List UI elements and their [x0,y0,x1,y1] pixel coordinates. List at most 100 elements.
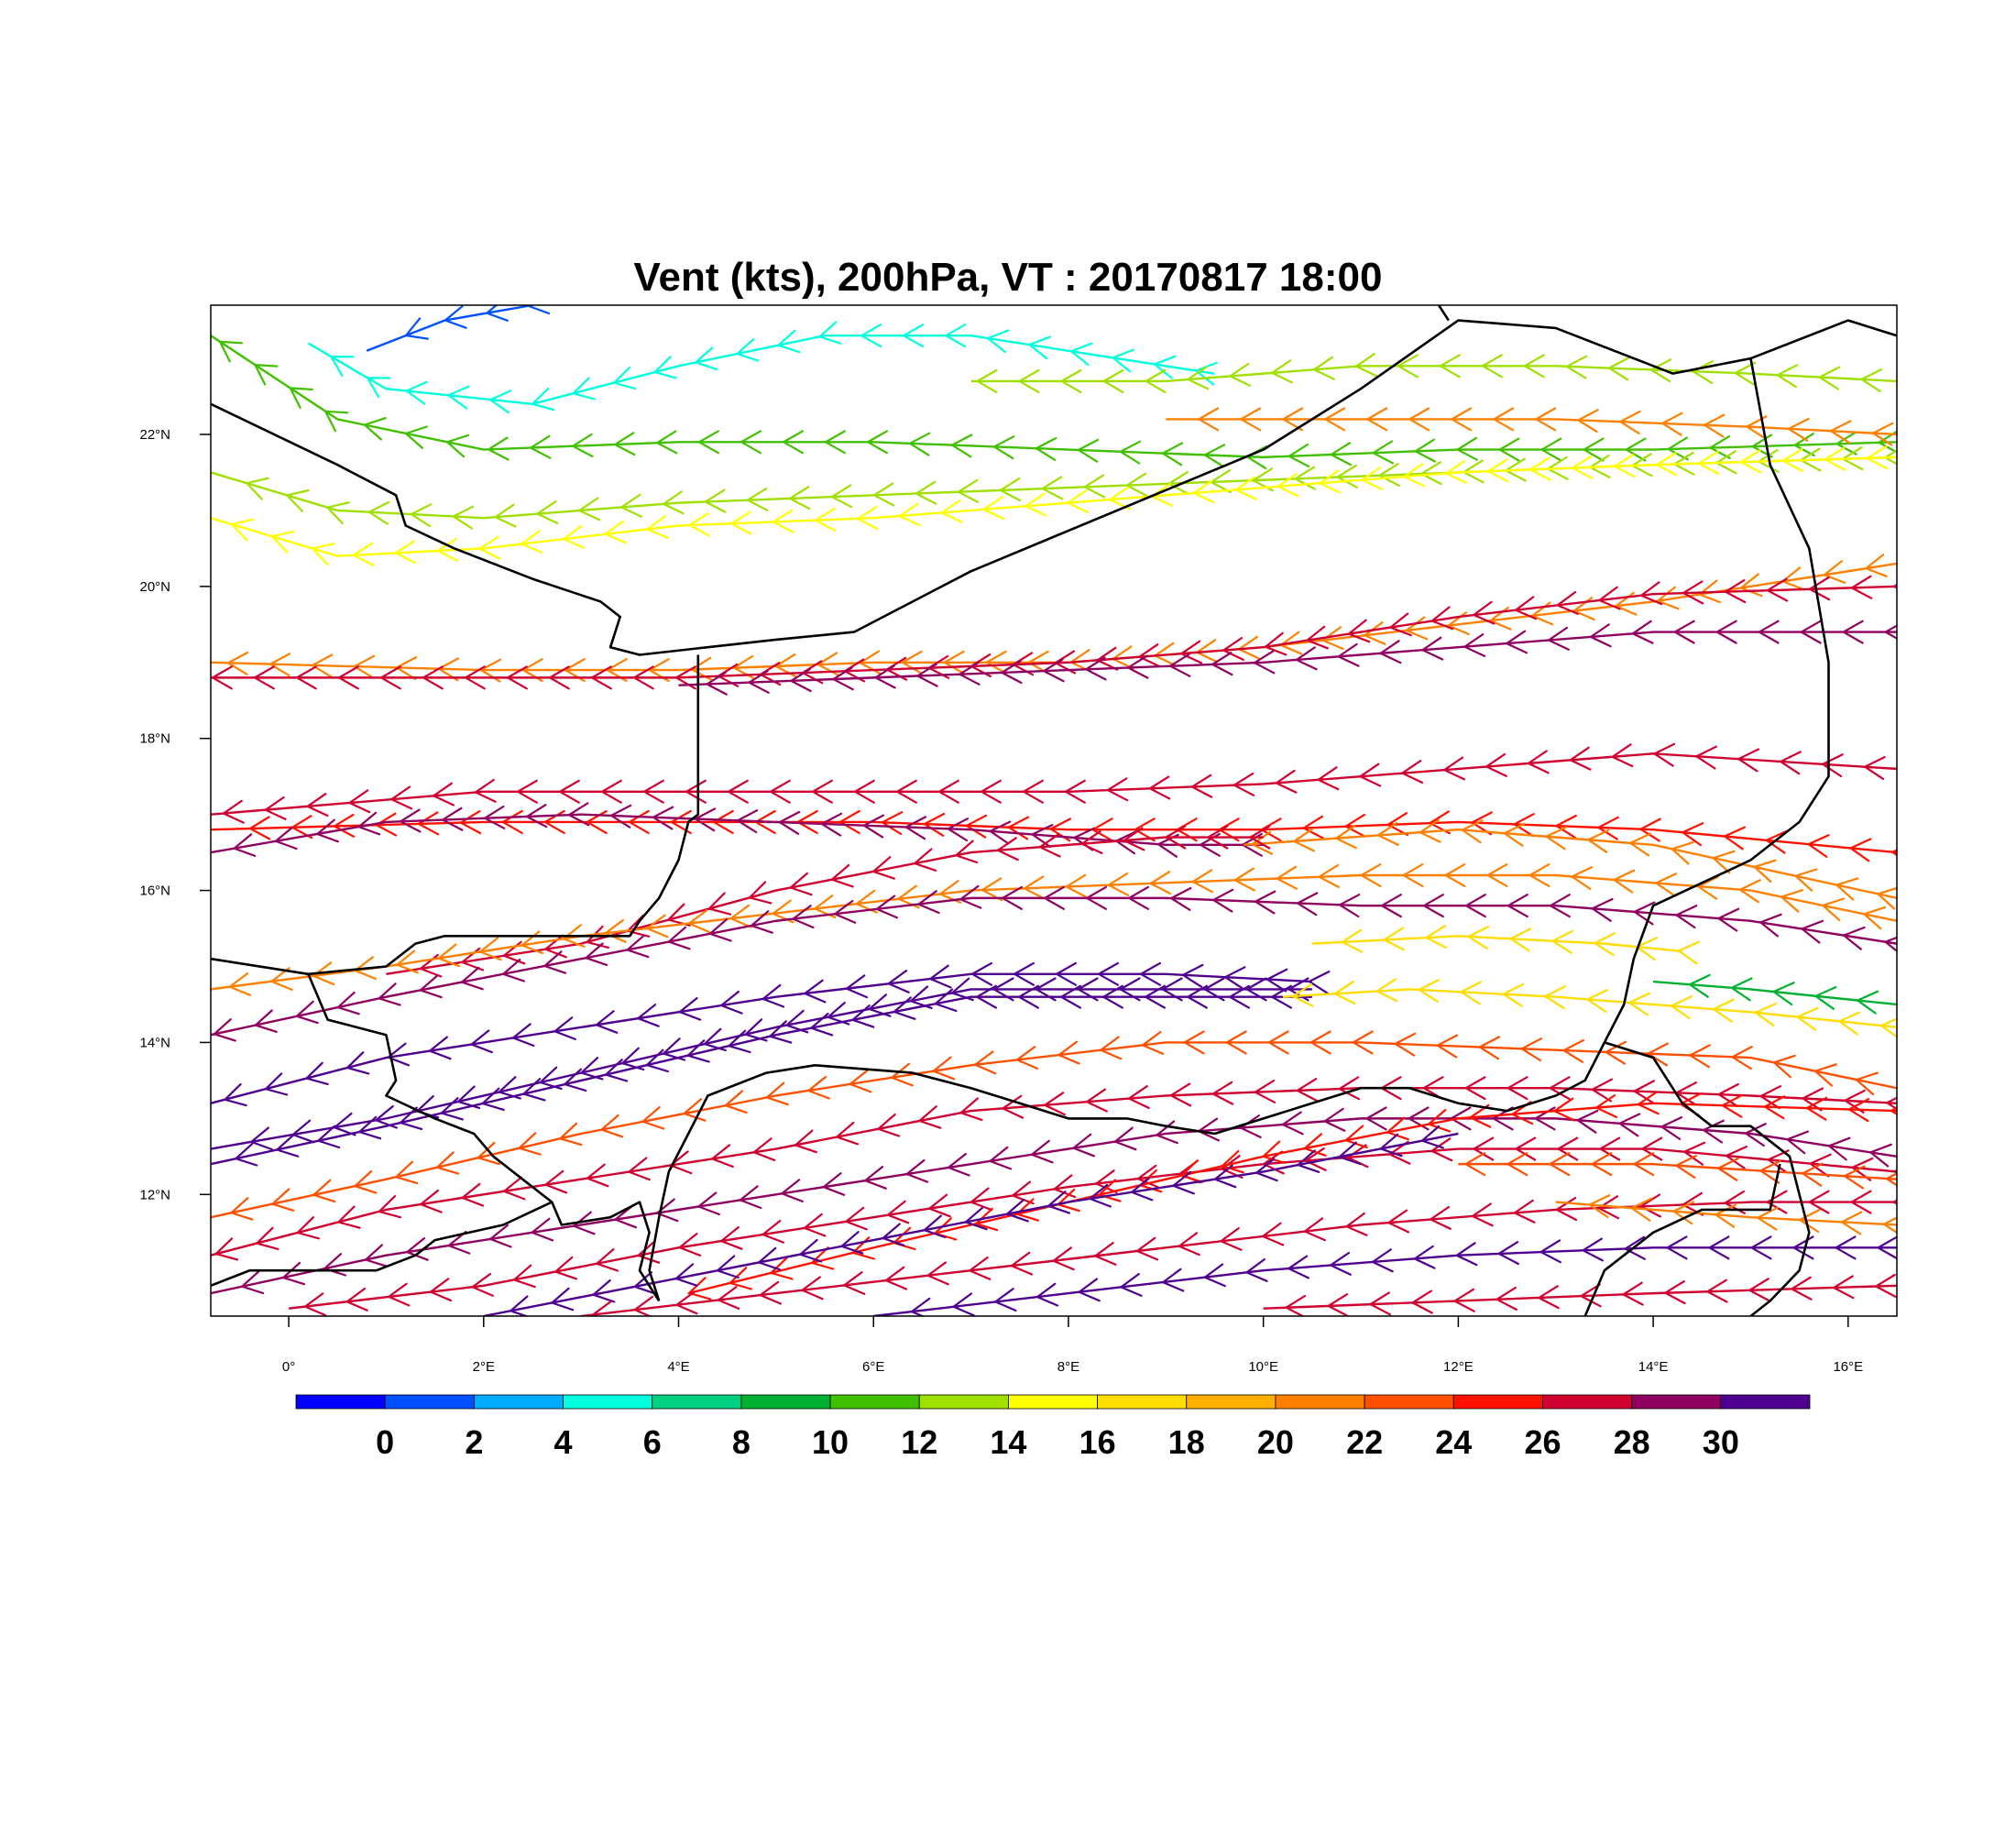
lon-tick-label: 10°E [1248,1359,1278,1375]
wind-barb [1186,366,1210,390]
wind-barb [821,1172,846,1196]
wind-barb [1333,825,1357,850]
colorbar-swatch [563,1394,653,1410]
wind-stream [211,1076,1897,1261]
wind-stream [211,984,1312,1167]
wind-barb [1375,822,1399,846]
wind-barb [1190,869,1214,894]
wind-stream [678,620,1897,696]
wind-barb [1841,926,1866,950]
wind-barb [798,1238,823,1263]
wind-barb [1842,1165,1866,1190]
wind-barb [1082,474,1106,499]
wind-barb [1848,838,1872,862]
wind-barb [1720,1093,1744,1118]
colorbar-swatch [1364,1394,1454,1410]
wind-barb [1111,348,1134,373]
wind-barb [738,1185,762,1210]
wind-barb [904,816,927,840]
wind-barb [1539,437,1562,462]
wind-barb [1891,1199,1897,1205]
wind-barb [838,809,860,834]
wind-barb [885,1200,910,1224]
wind-barb [973,1050,997,1075]
wind-barb [1556,1136,1579,1161]
wind-barb [1755,1206,1779,1231]
wind-barb [332,813,356,838]
streamline [211,752,1897,816]
wind-barb [696,1191,720,1216]
wind-barb [404,380,428,405]
wind-barb [1202,1263,1226,1288]
wind-barb [1586,829,1610,853]
wind-barb [625,934,650,959]
wind-barb [1265,968,1288,993]
wind-barb [211,665,233,690]
wind-barb [1261,1150,1285,1175]
wind-barb [1006,816,1030,840]
wind-barb [800,1276,824,1301]
wind-barb [1160,1268,1185,1292]
wind-barb [632,1271,657,1295]
wind-barb [848,1069,872,1093]
wind-barb [1040,476,1064,500]
wind-barb [1701,1119,1725,1144]
wind-barb [707,892,732,916]
wind-barb [1021,779,1044,804]
colorbar-label: 18 [1168,1423,1205,1461]
wind-barb [1435,1034,1459,1059]
wind-barb [1534,407,1557,432]
wind-barb [1564,355,1588,379]
colorbar-swatch [1542,1394,1633,1410]
wind-barb [1232,772,1255,796]
wind-stream [1263,1273,1897,1316]
wind-stream [366,305,551,352]
wind-barb [446,1230,471,1255]
wind-barb [1220,1149,1244,1174]
wind-barb [1636,1091,1660,1115]
wind-barb [686,1277,712,1301]
wind-barb [788,872,813,896]
wind-barb [1337,1141,1362,1166]
wind-barb [917,1105,942,1129]
colorbar-label: 14 [990,1423,1026,1461]
wind-barb [674,1290,698,1315]
wind-barb [1806,834,1830,858]
wind-barb [1401,863,1424,887]
wind-barb [1250,830,1274,855]
wind-barb [1837,1011,1861,1036]
wind-barb [1670,841,1694,865]
wind-barb [1443,459,1467,484]
wind-barb [1261,1140,1286,1164]
wind-barb [1468,1103,1492,1128]
wind-barb [1408,407,1430,432]
wind-barb [829,484,853,509]
wind-barb [1697,579,1722,604]
wind-barb [409,503,433,528]
colorbar-swatch [295,1394,386,1410]
wind-barb [844,1206,868,1231]
wind-barb [839,1231,864,1255]
lat-tick-label: 22°N [139,427,170,443]
wind-barb [542,950,567,974]
wind-barb [1466,926,1490,949]
wind-barb [1579,1283,1602,1308]
wind-barb [1765,1190,1788,1214]
wind-barb [316,1125,341,1149]
wind-barb [842,1271,866,1295]
wind-barb [1522,354,1545,379]
wind-barb [1269,359,1293,384]
wind-barb [1771,1054,1796,1079]
streamline [1458,1162,1897,1180]
wind-barb [302,1292,327,1316]
wind-barb [1506,1152,1528,1177]
wind-barb [1301,815,1325,840]
country-border [1604,1041,1811,1316]
wind-barb [493,503,517,528]
wind-barb [1095,646,1119,671]
wind-barb [1274,769,1298,794]
wind-barb [1360,466,1384,490]
wind-barb [501,1176,526,1201]
wind-barb [585,1163,609,1188]
colorbar-swatch [473,1394,564,1410]
